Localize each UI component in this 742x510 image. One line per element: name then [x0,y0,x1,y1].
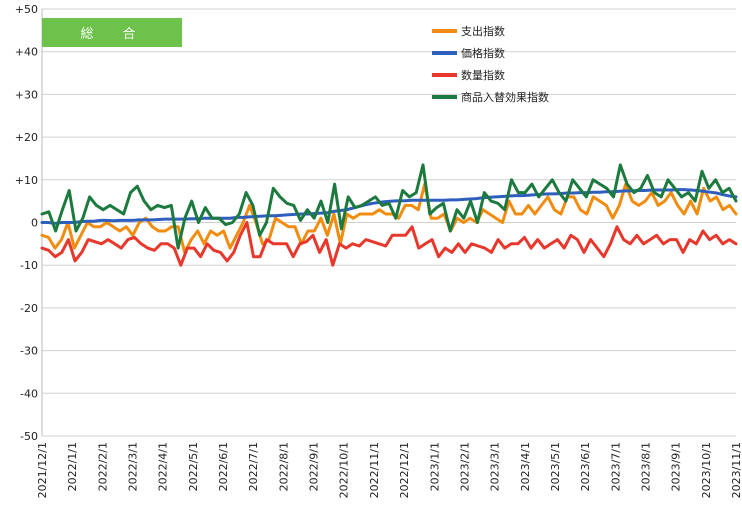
legend-label: 数量指数 [461,68,505,82]
grid-lines [41,8,736,437]
chart-title-background [42,18,182,47]
x-tick-label: 2022/11/1 [368,442,381,498]
x-tick-label: 2022/6/1 [217,442,230,491]
x-tick-label: 2022/12/1 [398,442,411,498]
y-tick-label: -20 [20,302,38,315]
legend-label: 商品入替効果指数 [461,90,549,104]
x-tick-label: 2023/3/1 [489,442,502,491]
y-tick-label: -10 [20,259,38,272]
x-tick-label: 2022/9/1 [308,442,321,491]
y-tick-label: -40 [20,387,38,400]
x-tick-label: 2022/10/1 [338,442,351,498]
series-lines [40,163,738,267]
legend-label: 価格指数 [461,46,505,60]
y-axis-labels: -50 -40 -30 -20 -10 0 +10 +20 +30 +40 +50 [15,3,38,443]
series-line [40,221,738,267]
x-tick-label: 2023/10/1 [700,442,713,498]
y-tick-label: +50 [15,3,38,16]
series-line [40,188,738,225]
x-tick-label: 2023/6/1 [579,442,592,491]
x-tick-label: 2023/8/1 [639,442,652,491]
y-tick-label: -30 [20,345,38,358]
x-axis-labels: 2021/12/1 2022/1/1 2022/2/1 2022/3/1 2022/4/… [36,442,742,498]
chart-title-box: 総 合 [42,18,182,47]
chart-title: 総 合 [80,27,143,42]
x-tick-label: 2023/7/1 [609,442,622,491]
y-tick-label: +10 [15,174,38,187]
x-tick-label: 2022/7/1 [247,442,260,491]
y-tick-label: +20 [15,131,38,144]
series-line [40,182,738,254]
y-tick-label: 0 [31,217,38,230]
x-tick-label: 2023/4/1 [519,442,532,491]
x-tick-label: 2023/1/1 [428,442,441,491]
x-tick-label: 2023/9/1 [670,442,683,491]
x-tick-label: 2023/2/1 [458,442,471,491]
x-tick-label: 2022/1/1 [66,442,79,491]
x-tick-label: 2023/11/1 [730,442,742,498]
x-tick-label: 2022/8/1 [277,442,290,491]
x-tick-label: 2022/4/1 [157,442,170,491]
legend-label: 支出指数 [461,24,505,38]
x-tick-label: 2021/12/1 [36,442,49,498]
series-line [40,163,738,250]
y-tick-label: -50 [20,430,38,443]
x-tick-label: 2022/2/1 [96,442,109,491]
x-tick-label: 2022/5/1 [187,442,200,491]
y-tick-label: +40 [15,46,38,59]
x-tick-label: 2023/5/1 [549,442,562,491]
y-tick-label: +30 [15,88,38,101]
x-tick-label: 2022/3/1 [127,442,140,491]
